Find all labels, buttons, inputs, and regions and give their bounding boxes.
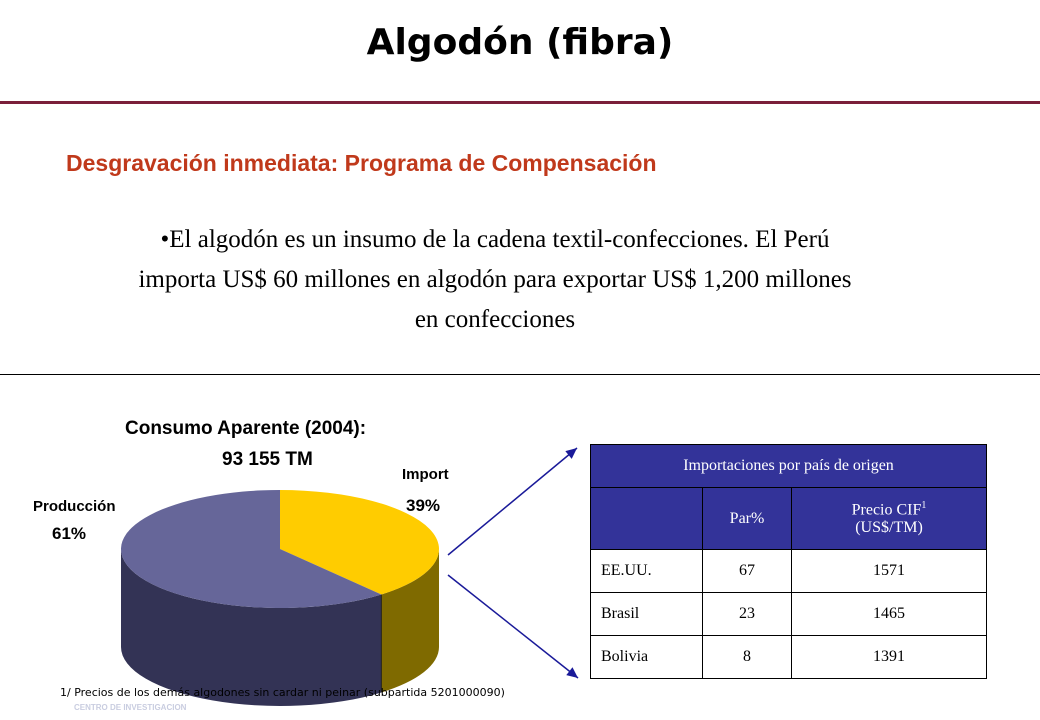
section-subtitle: Desgravación inmediata: Programa de Comp… <box>66 150 657 176</box>
slice-label-produccion: Producción <box>33 498 116 515</box>
header-par: Par% <box>702 487 792 550</box>
footnote: 1/ Precios de los demás algodones sin ca… <box>60 686 505 699</box>
table-title: Importaciones por país de origen <box>590 444 987 488</box>
imports-table: Importaciones por país de origen Par% Pr… <box>590 444 987 679</box>
table-title-row: Importaciones por país de origen <box>590 444 987 488</box>
cell-country: EE.UU. <box>590 549 703 593</box>
header-precio-line2: (US$/TM) <box>855 519 923 537</box>
title-rule <box>0 101 1040 104</box>
cell-par: 67 <box>702 549 792 593</box>
pie-slice-side-0 <box>381 549 439 693</box>
chart-title: Consumo Aparente (2004): <box>125 418 367 439</box>
pie-slice-0 <box>280 490 439 595</box>
table-row: Brasil 23 1465 <box>590 592 987 636</box>
table-row: Bolivia 8 1391 <box>590 635 987 679</box>
body-line-1: •El algodón es un insumo de la cadena te… <box>160 226 830 253</box>
cell-country: Brasil <box>590 592 703 636</box>
cell-par: 23 <box>702 592 792 636</box>
chart-subtitle: 93 155 TM <box>222 449 313 470</box>
header-precio-line1: Precio CIF <box>851 501 922 519</box>
body-line-3: en confecciones <box>414 306 576 333</box>
slice-value-produccion: 61% <box>52 524 87 543</box>
arrow-to-table-top <box>447 447 578 556</box>
header-country <box>590 487 703 550</box>
body-paragraph: •El algodón es un insumo de la cadena te… <box>60 220 930 340</box>
cell-country: Bolivia <box>590 635 703 679</box>
slice-label-import: Import <box>402 466 449 483</box>
table-row: EE.UU. 67 1571 <box>590 549 987 593</box>
cell-par: 8 <box>702 635 792 679</box>
arrow-to-table-top-head <box>565 448 577 459</box>
header-precio-footnote-mark: 1 <box>921 499 927 511</box>
watermark-text: CENTRO DE INVESTIGACION <box>74 703 187 712</box>
pie-slice-1 <box>120 490 382 609</box>
pie-slice-side-1 <box>120 549 382 706</box>
header-precio: Precio CIF1 (US$/TM) <box>791 487 987 550</box>
slice-value-import: 39% <box>406 496 441 515</box>
page-title: Algodón (fibra) <box>366 22 674 63</box>
cell-precio: 1391 <box>791 635 987 679</box>
body-line-2: importa US$ 60 millones en algodón para … <box>138 266 852 293</box>
section-divider <box>0 374 1040 375</box>
cell-precio: 1465 <box>791 592 987 636</box>
arrow-to-table-bottom-head <box>566 667 578 678</box>
arrow-to-table-bottom <box>447 574 579 679</box>
cell-precio: 1571 <box>791 549 987 593</box>
table-header-row: Par% Precio CIF1 (US$/TM) <box>590 487 987 550</box>
